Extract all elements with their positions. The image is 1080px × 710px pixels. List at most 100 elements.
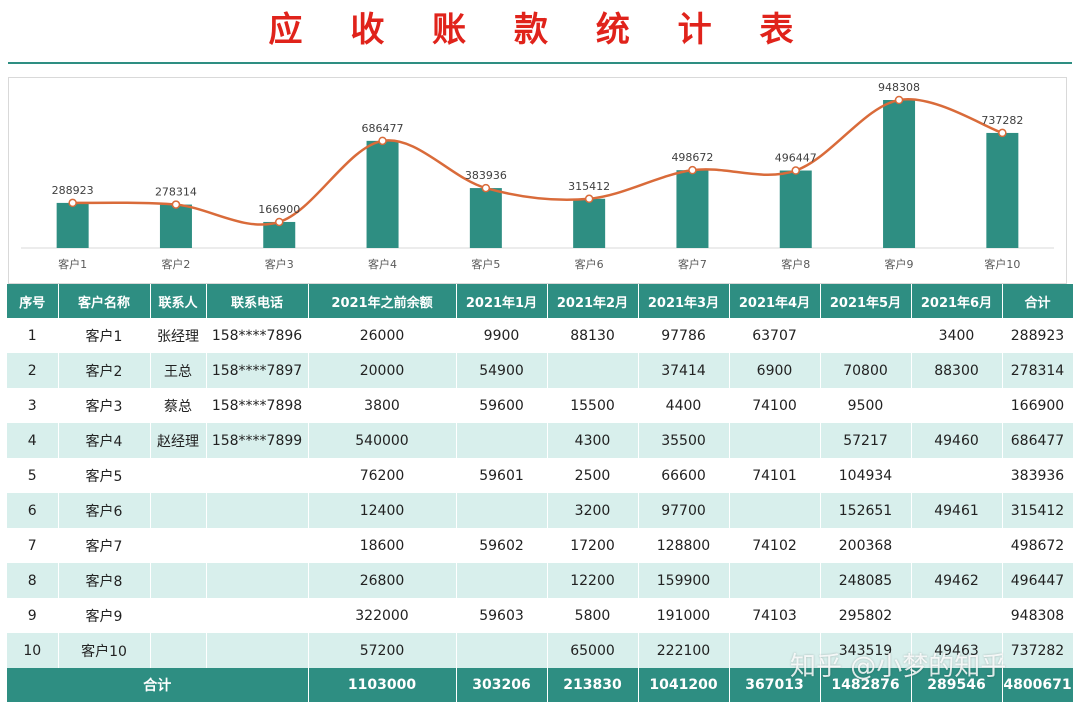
page-title: 应 收 账 款 统 计 表 [268, 10, 812, 50]
column-header: 联系电话 [206, 284, 309, 318]
column-header: 2021年5月 [820, 284, 912, 318]
table-cell [150, 633, 207, 668]
table-cell: 客户10 [58, 633, 151, 668]
table-cell: 70800 [820, 353, 912, 388]
table-row: 1 客户1 张经理 158****7896 26000 9900 88130 97786 637… [7, 318, 1074, 353]
table-cell: 159900 [638, 563, 730, 598]
trend-line [72, 97, 1003, 226]
table-cell: 客户3 [58, 388, 151, 423]
table-cell: 客户4 [58, 423, 151, 458]
table-cell [911, 598, 1003, 633]
x-tick-label: 客户5 [471, 257, 500, 271]
table-cell: 2 [7, 353, 59, 388]
table-cell: 客户1 [58, 318, 151, 353]
data-label: 686477 [362, 122, 404, 135]
table-cell: 288923 [1002, 318, 1074, 353]
table-cell: 26000 [308, 318, 457, 353]
table-cell: 57217 [820, 423, 912, 458]
table-cell [206, 528, 309, 563]
table-cell: 76200 [308, 458, 457, 493]
table-cell: 3 [7, 388, 59, 423]
table-cell: 104934 [820, 458, 912, 493]
table-cell [911, 528, 1003, 563]
table-cell: 97786 [638, 318, 730, 353]
table-cell: 152651 [820, 493, 912, 528]
table-cell: 7 [7, 528, 59, 563]
table-row: 6 客户6 12400 3200 97700 152651 49461 315412 [7, 493, 1074, 528]
bar [159, 204, 192, 248]
table-cell [456, 423, 548, 458]
table-cell: 496447 [1002, 563, 1074, 598]
line-point [998, 128, 1007, 138]
bar [263, 221, 296, 248]
table-cell: 57200 [308, 633, 457, 668]
table-cell [150, 458, 207, 493]
table-cell: 9 [7, 598, 59, 633]
table-cell: 66600 [638, 458, 730, 493]
table-cell: 49462 [911, 563, 1003, 598]
line-point [894, 95, 904, 105]
data-label: 737282 [981, 114, 1023, 127]
line-point [584, 194, 594, 204]
table-cell: 客户5 [58, 458, 151, 493]
column-header: 2021年2月 [547, 284, 639, 318]
table-cell: 686477 [1002, 423, 1074, 458]
bar [986, 132, 1019, 248]
table-cell: 200368 [820, 528, 912, 563]
table-cell: 6900 [729, 353, 821, 388]
line-point [68, 198, 77, 208]
x-tick-label: 客户9 [885, 257, 914, 271]
table-cell: 12200 [547, 563, 639, 598]
table-cell: 客户7 [58, 528, 151, 563]
bar [779, 170, 812, 248]
line-point [688, 165, 697, 175]
table-cell: 322000 [308, 598, 457, 633]
table-cell: 54900 [456, 353, 548, 388]
table-cell: 9500 [820, 388, 912, 423]
total-cell: 367013 [729, 668, 821, 702]
table-cell [547, 353, 639, 388]
column-header: 2021年3月 [638, 284, 730, 318]
table-cell: 49461 [911, 493, 1003, 528]
table-cell: 17200 [547, 528, 639, 563]
table-cell [150, 528, 207, 563]
table-cell: 74102 [729, 528, 821, 563]
x-tick-label: 客户1 [58, 257, 87, 271]
table-cell: 20000 [308, 353, 457, 388]
data-label: 315412 [568, 180, 610, 193]
table-cell [206, 493, 309, 528]
data-label: 166900 [258, 203, 300, 216]
table-cell [456, 633, 548, 668]
total-cell: 289546 [911, 668, 1003, 702]
column-header: 2021年6月 [911, 284, 1003, 318]
data-label: 498672 [671, 151, 713, 164]
table-cell: 5 [7, 458, 59, 493]
table-cell: 278314 [1002, 353, 1074, 388]
table-cell: 赵经理 [150, 423, 207, 458]
table-cell: 8 [7, 563, 59, 598]
table-cell: 74100 [729, 388, 821, 423]
table-cell: 2500 [547, 458, 639, 493]
table-row: 10 客户10 57200 65000 222100 343519 49463 737282 [7, 633, 1074, 668]
column-header: 联系人 [150, 284, 207, 318]
table-cell: 26800 [308, 563, 457, 598]
table-cell: 6 [7, 493, 59, 528]
receivables-table: 序号 客户名称 联系人 联系电话 2021年之前余额 2021年1月 2021年2月 2021… [7, 284, 1074, 702]
table-cell: 客户8 [58, 563, 151, 598]
table-cell: 948308 [1002, 598, 1074, 633]
table-cell: 3400 [911, 318, 1003, 353]
table-cell [729, 493, 821, 528]
accounts-receivable-chart: 客户1 客户2 客户3 客户4 客户5 客户6 客户7 客户8 客户9 客户10 288923 278… [21, 81, 1054, 271]
column-header: 序号 [7, 284, 59, 318]
x-tick-label: 客户3 [265, 257, 294, 271]
column-header: 合计 [1002, 284, 1074, 318]
x-tick-label: 客户2 [161, 257, 190, 271]
table-cell: 3200 [547, 493, 639, 528]
table-cell: 49463 [911, 633, 1003, 668]
table-cell: 158****7896 [206, 318, 309, 353]
x-tick-label: 客户4 [368, 257, 397, 271]
table-cell: 540000 [308, 423, 457, 458]
column-header: 2021年之前余额 [308, 284, 457, 318]
data-label: 948308 [878, 81, 920, 94]
table-cell: 383936 [1002, 458, 1074, 493]
